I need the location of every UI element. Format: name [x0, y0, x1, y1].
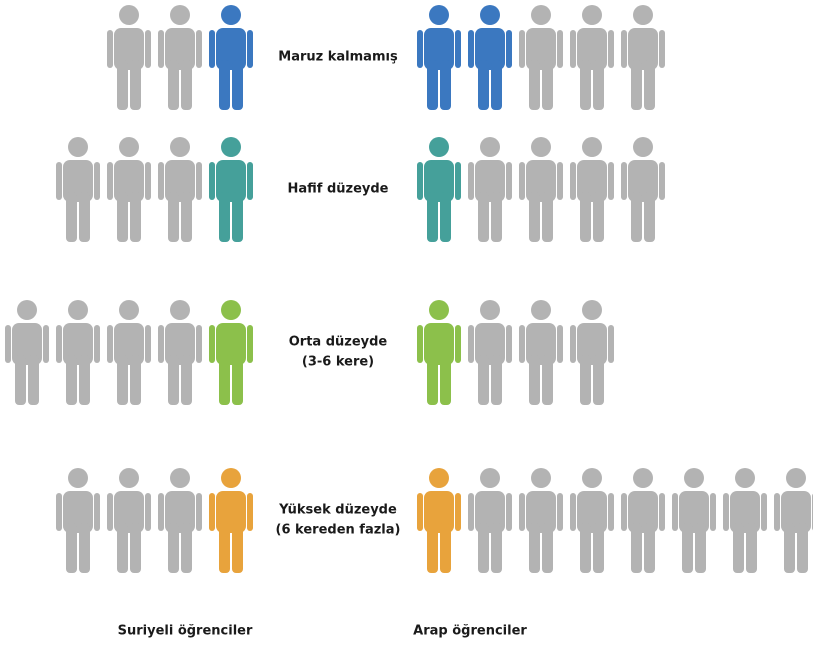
- person-icon: [774, 468, 813, 573]
- person-icon: [519, 5, 563, 110]
- person-icon: [209, 468, 253, 573]
- person-icon: [5, 300, 49, 405]
- person-icon: [468, 137, 512, 242]
- person-icon: [158, 468, 202, 573]
- person-icon: [417, 468, 461, 573]
- person-icon: [570, 137, 614, 242]
- person-icon: [56, 137, 100, 242]
- row-label: (3-6 kere): [302, 355, 374, 370]
- person-icon: [519, 468, 563, 573]
- person-icon: [107, 468, 151, 573]
- person-icon: [570, 5, 614, 110]
- person-icon: [519, 137, 563, 242]
- person-icon: [107, 137, 151, 242]
- person-icon: [621, 137, 665, 242]
- row-label: Orta düzeyde: [289, 335, 388, 350]
- person-icon: [570, 300, 614, 405]
- row-label: Hafif düzeyde: [287, 182, 388, 197]
- person-icon: [158, 5, 202, 110]
- person-icon: [468, 468, 512, 573]
- person-icon: [107, 5, 151, 110]
- person-icon: [519, 300, 563, 405]
- row-label: Maruz kalmamış: [278, 50, 398, 65]
- group-label: Arap öğrenciler: [413, 624, 527, 639]
- row-label: (6 kereden fazla): [276, 523, 401, 538]
- person-icon: [107, 300, 151, 405]
- person-icon: [56, 468, 100, 573]
- person-icon: [417, 5, 461, 110]
- person-icon: [56, 300, 100, 405]
- person-icon: [417, 300, 461, 405]
- person-icon: [723, 468, 767, 573]
- person-icon: [417, 137, 461, 242]
- person-icon: [621, 5, 665, 110]
- row-label: Yüksek düzeyde: [278, 503, 397, 518]
- person-icon: [209, 5, 253, 110]
- person-icon: [158, 137, 202, 242]
- person-icon: [621, 468, 665, 573]
- group-label: Suriyeli öğrenciler: [118, 624, 253, 639]
- person-icon: [209, 300, 253, 405]
- person-icon: [468, 300, 512, 405]
- person-icon: [570, 468, 614, 573]
- person-icon: [158, 300, 202, 405]
- person-icon: [672, 468, 716, 573]
- person-icon: [468, 5, 512, 110]
- person-icon: [209, 137, 253, 242]
